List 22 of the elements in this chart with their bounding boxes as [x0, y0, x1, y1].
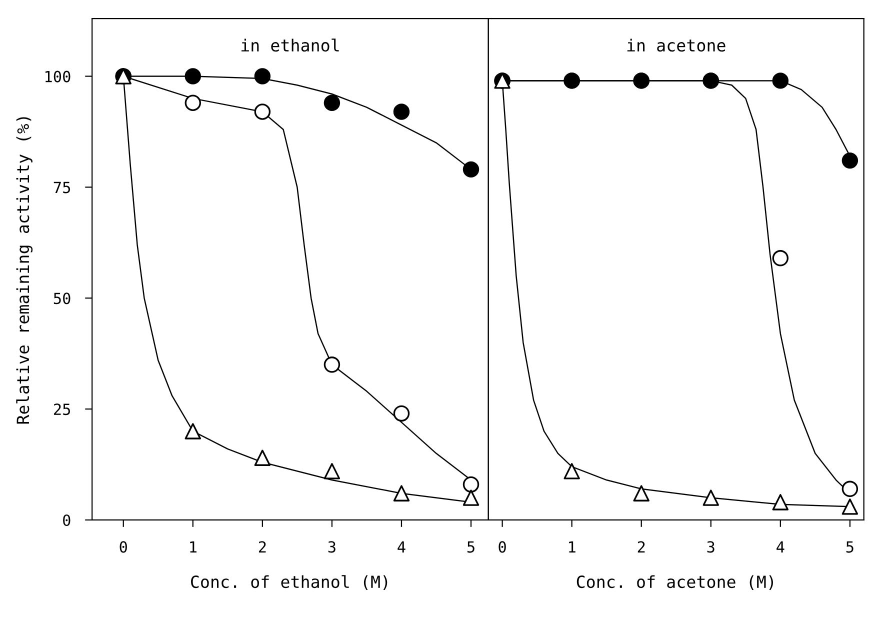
text: in acetone — [627, 38, 726, 52]
x-tick-label: 4 — [398, 541, 406, 552]
y-tick-label: 75 — [54, 182, 70, 194]
x-tick-label: 5 — [467, 541, 474, 553]
x-tick-label: 4 — [776, 541, 784, 552]
x-tick-label: 0 — [498, 541, 506, 553]
text: in ethanol — [242, 38, 339, 52]
x-tick-label: 1 — [569, 541, 576, 552]
x-tick-label: 0 — [120, 541, 127, 553]
y-tick-label: 25 — [54, 404, 70, 416]
x-tick-label: 5 — [846, 541, 854, 553]
x-axis-title: Conc. of ethanol (M) — [191, 575, 388, 590]
y-tick-label: 50 — [54, 292, 70, 304]
x-tick-label: 3 — [707, 541, 714, 553]
x-tick-label: 1 — [190, 541, 196, 552]
y-tick-label: 0 — [63, 514, 70, 526]
y-tick-label: 100 — [45, 70, 70, 82]
x-axis-title: Conc. of acetone (M) — [576, 575, 773, 590]
x-tick-label: 3 — [328, 541, 336, 553]
y-axis-title: Relative remaining activity (%) — [16, 117, 33, 424]
x-tick-label: 2 — [638, 541, 645, 552]
x-tick-label: 2 — [258, 541, 266, 552]
